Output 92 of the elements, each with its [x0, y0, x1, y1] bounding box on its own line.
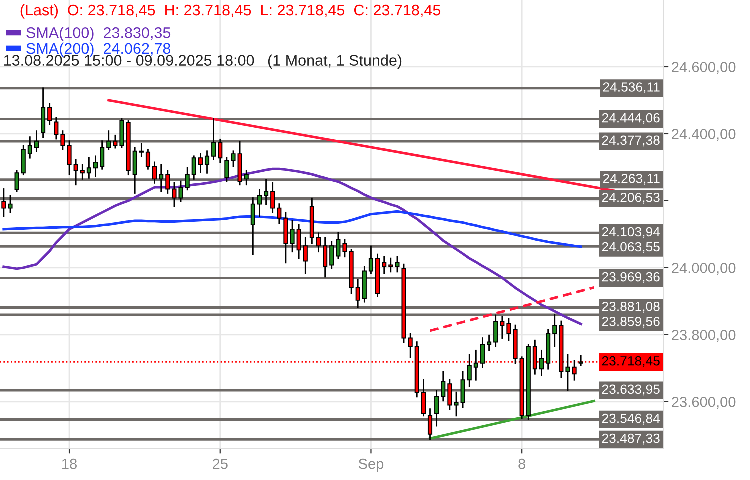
candlestick: [192, 156, 196, 180]
candlestick: [159, 164, 164, 192]
candlestick: [14, 170, 20, 192]
candlestick: [54, 117, 59, 140]
candlestick: [8, 195, 13, 214]
legend-label: SMA(100) 23.830,35: [26, 27, 171, 42]
x-tick-label: 25: [213, 458, 228, 470]
ref-line-label: 23.969,36: [602, 272, 660, 284]
ref-line-label: 23.487,33: [602, 434, 660, 445]
candlestick: [264, 179, 269, 205]
y-tick-label: 24.600,00: [672, 62, 736, 74]
candlestick: [231, 150, 236, 168]
x-tick-label: 8: [518, 458, 526, 470]
candlestick: [106, 130, 112, 150]
candlestick: [323, 237, 328, 278]
candlestick: [166, 170, 170, 194]
x-tick-label: 18: [62, 458, 77, 470]
candlestick: [93, 156, 98, 178]
candlestick: [441, 371, 446, 402]
candlestick: [368, 246, 374, 274]
candlestick: [139, 143, 144, 158]
candlestick: [303, 237, 308, 274]
candlestick: [28, 136, 32, 159]
candlestick: [296, 224, 302, 260]
candlestick: [460, 371, 466, 408]
candlestick: [408, 333, 413, 358]
candlestick: [552, 314, 558, 348]
y-tick-label: 23.800,00: [672, 330, 736, 342]
candlestick: [185, 167, 190, 191]
candlestick: [48, 103, 52, 126]
ref-line-label: 24.063,55: [602, 242, 660, 254]
annotation: 13.08.2025 15:00 - 09.09.2025 18:00 (1 Monat, 1 Stunde): [4, 54, 402, 69]
candlestick: [454, 392, 459, 417]
y-tick-label: 24.000,00: [672, 263, 736, 276]
candlestick: [428, 408, 433, 440]
candlestick: [336, 232, 341, 260]
candlestick: [578, 354, 584, 366]
candlestick: [494, 314, 498, 348]
candlestick: [257, 189, 262, 218]
candlestick: [86, 157, 92, 179]
candlestick: [250, 198, 256, 256]
candlestick: [421, 379, 426, 417]
candlestick: [486, 334, 492, 352]
candlestick: [474, 350, 478, 381]
candlestick: [2, 188, 6, 218]
candlestick: [316, 232, 322, 253]
candlestick: [198, 153, 203, 174]
candlestick: [244, 170, 249, 186]
ref-line-label: 24.103,94: [602, 227, 660, 238]
candlestick: [100, 140, 105, 170]
ref-line-label: 24.536,11: [603, 82, 660, 94]
candlestick: [80, 164, 85, 180]
ref-line-label: 24.444,06: [602, 113, 660, 124]
candlestick: [566, 354, 570, 392]
candlestick: [218, 138, 223, 164]
y-tick-label: 23.600,00: [672, 397, 736, 410]
ref-line-label: 23.859,56: [602, 316, 660, 328]
candlestick: [382, 256, 387, 274]
ref-line-label: 23.633,95: [602, 384, 660, 396]
ref-line-label: 24.377,38: [602, 136, 660, 147]
candlestick: [480, 338, 486, 368]
candlestick: [152, 162, 158, 184]
candlestick: [224, 157, 230, 182]
y-tick-label: 24.400,00: [672, 129, 736, 142]
candlestick: [388, 258, 394, 273]
candlestick: [330, 241, 334, 270]
candlestick: [342, 239, 348, 258]
candlestick: [434, 390, 440, 427]
line-series: [2, 168, 582, 326]
ref-line-label: 24.206,53: [602, 192, 660, 204]
candlestick: [467, 354, 472, 388]
candlestick: [395, 256, 400, 273]
ref-line-label: 23.546,84: [602, 414, 660, 425]
candlestick: [21, 145, 26, 176]
ref-line-label: 23.881,08: [602, 302, 660, 313]
ref-line-label: 23.718,45: [602, 356, 660, 368]
candlestick: [132, 147, 138, 194]
candlestick: [212, 118, 216, 160]
candlestick: [270, 182, 276, 214]
candlestick: [74, 159, 78, 186]
candlestick: [277, 204, 282, 224]
candlestick: [34, 130, 40, 152]
candlestick: [448, 379, 452, 410]
candlestick: [204, 150, 210, 174]
annotation: (Last) O: 23.718,45 H: 23.718,45 L: 23.718,45 C: 23.718,45: [20, 4, 441, 19]
candlestick: [500, 316, 505, 339]
x-tick-label: Sep: [358, 458, 384, 472]
candlestick: [539, 350, 544, 376]
candlestick: [146, 149, 151, 170]
candlestick: [356, 278, 360, 308]
ref-line-label: 24.263,11: [603, 174, 660, 185]
candlestick: [113, 134, 118, 149]
